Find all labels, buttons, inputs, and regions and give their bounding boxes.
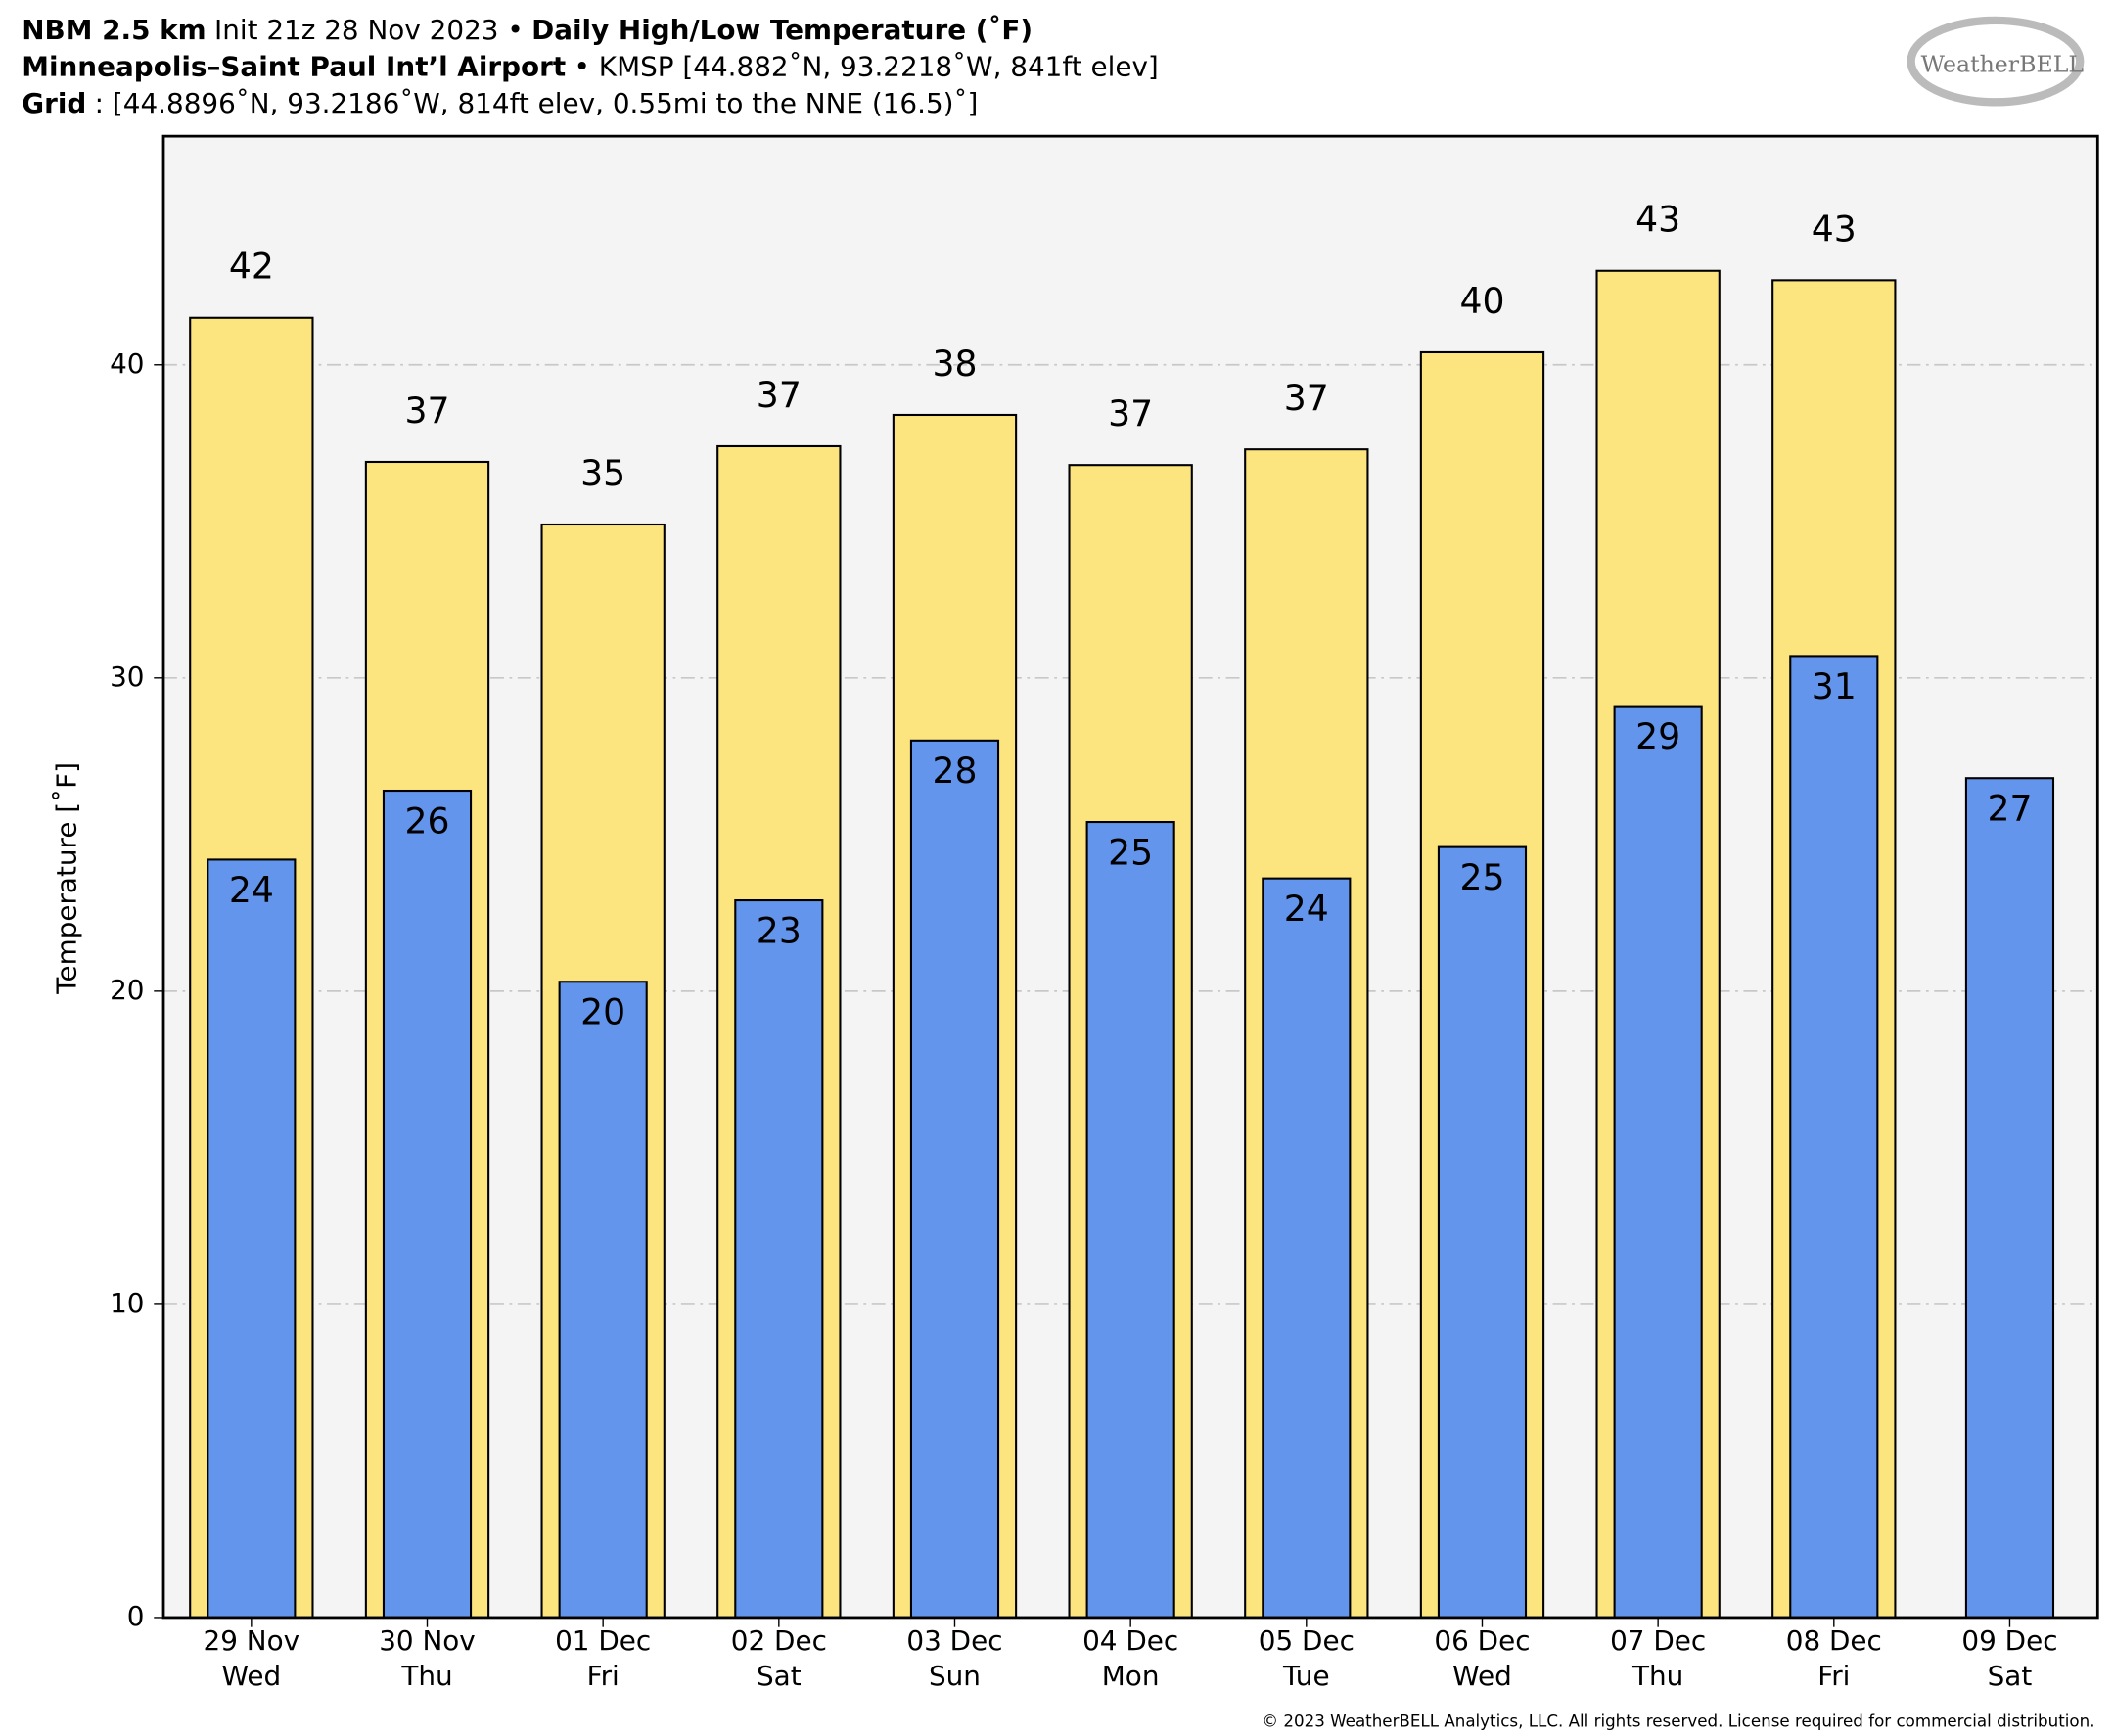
x-tick-label: 05 Dec xyxy=(1259,1624,1355,1657)
y-axis-label: Temperature [˚F] xyxy=(51,762,83,995)
value-label: 23 xyxy=(757,909,802,951)
x-tick-label: Wed xyxy=(1452,1660,1512,1692)
value-label: 20 xyxy=(580,991,625,1033)
y-tick-label: 40 xyxy=(110,347,144,380)
x-tick-label: 09 Dec xyxy=(1961,1624,2057,1657)
value-label: 40 xyxy=(1459,280,1504,322)
value-label: 27 xyxy=(1987,788,2032,830)
value-label: 42 xyxy=(229,246,274,288)
value-label: 31 xyxy=(1812,665,1857,708)
x-tick-label: Wed xyxy=(222,1660,282,1692)
bar xyxy=(1789,655,1879,1619)
title-segment: Daily High/Low Temperature (˚F) xyxy=(531,14,1033,46)
value-label: 37 xyxy=(404,389,449,432)
logo-swirl xyxy=(1907,16,2085,107)
title-segment: • KMSP [44.882˚N, 93.2218˚W, 841ft elev] xyxy=(574,51,1159,83)
title-segment: Minneapolis–Saint Paul Int’l Airport xyxy=(22,51,566,83)
x-tick-label: Sat xyxy=(1988,1660,2033,1692)
bar xyxy=(382,789,473,1619)
value-label: 24 xyxy=(1284,888,1329,930)
plot-frame xyxy=(161,134,2099,1620)
logo: WeatherBELL xyxy=(1921,50,2085,77)
bar xyxy=(734,899,824,1619)
x-tick-label: Tue xyxy=(1282,1660,1330,1692)
bar xyxy=(909,739,1000,1619)
x-tick-label: Sun xyxy=(929,1660,981,1692)
x-tick-label: Thu xyxy=(400,1660,452,1692)
bar xyxy=(207,858,297,1619)
x-tick-label: 01 Dec xyxy=(555,1624,651,1657)
x-tick-label: 06 Dec xyxy=(1434,1624,1530,1657)
bar xyxy=(558,981,648,1619)
value-label: 43 xyxy=(1812,207,1857,250)
title-line: Minneapolis–Saint Paul Int’l Airport • KM… xyxy=(22,51,1159,83)
value-label: 25 xyxy=(1108,831,1153,873)
value-label: 43 xyxy=(1635,199,1680,241)
value-label: 24 xyxy=(229,869,274,911)
value-label: 37 xyxy=(1108,392,1153,434)
title-line: NBM 2.5 km Init 21z 28 Nov 2023 • Daily Hi… xyxy=(22,14,1033,46)
value-label: 28 xyxy=(932,750,977,792)
y-tick-label: 10 xyxy=(110,1287,144,1319)
title-segment: NBM 2.5 km xyxy=(22,14,206,46)
y-tick-label: 0 xyxy=(127,1600,145,1632)
x-tick-label: Fri xyxy=(587,1660,620,1692)
x-tick-label: 03 Dec xyxy=(906,1624,1002,1657)
value-label: 29 xyxy=(1635,715,1680,757)
y-tick-label: 20 xyxy=(110,974,144,1006)
title-line: Grid : [44.8896˚N, 93.2186˚W, 814ft elev,… xyxy=(22,87,978,119)
x-tick-label: 29 Nov xyxy=(204,1624,300,1657)
title-segment: : [44.8896˚N, 93.2186˚W, 814ft elev, 0.5… xyxy=(95,87,979,119)
bar xyxy=(1613,705,1703,1619)
value-label: 38 xyxy=(932,343,977,385)
y-tick-label: 30 xyxy=(110,661,144,693)
value-label: 25 xyxy=(1459,856,1504,898)
bar xyxy=(1964,777,2055,1619)
bar xyxy=(1262,877,1352,1619)
title-segment: Grid xyxy=(22,87,86,119)
title-segment: Init 21z 28 Nov 2023 • xyxy=(214,14,524,46)
x-tick-label: Mon xyxy=(1102,1660,1160,1692)
bar xyxy=(1085,820,1175,1619)
x-tick-label: 08 Dec xyxy=(1786,1624,1882,1657)
copyright: © 2023 WeatherBELL Analytics, LLC. All r… xyxy=(1262,1713,2094,1731)
value-label: 37 xyxy=(1284,377,1329,419)
value-label: 37 xyxy=(757,374,802,416)
x-tick-label: Thu xyxy=(1631,1660,1683,1692)
x-tick-label: Fri xyxy=(1817,1660,1850,1692)
x-tick-label: 07 Dec xyxy=(1610,1624,1706,1657)
value-label: 26 xyxy=(404,799,449,842)
bar xyxy=(1437,845,1528,1619)
value-label: 35 xyxy=(580,452,625,494)
x-tick-label: 02 Dec xyxy=(731,1624,827,1657)
x-tick-label: Sat xyxy=(757,1660,802,1692)
x-tick-label: 04 Dec xyxy=(1082,1624,1178,1657)
x-tick-label: 30 Nov xyxy=(379,1624,476,1657)
